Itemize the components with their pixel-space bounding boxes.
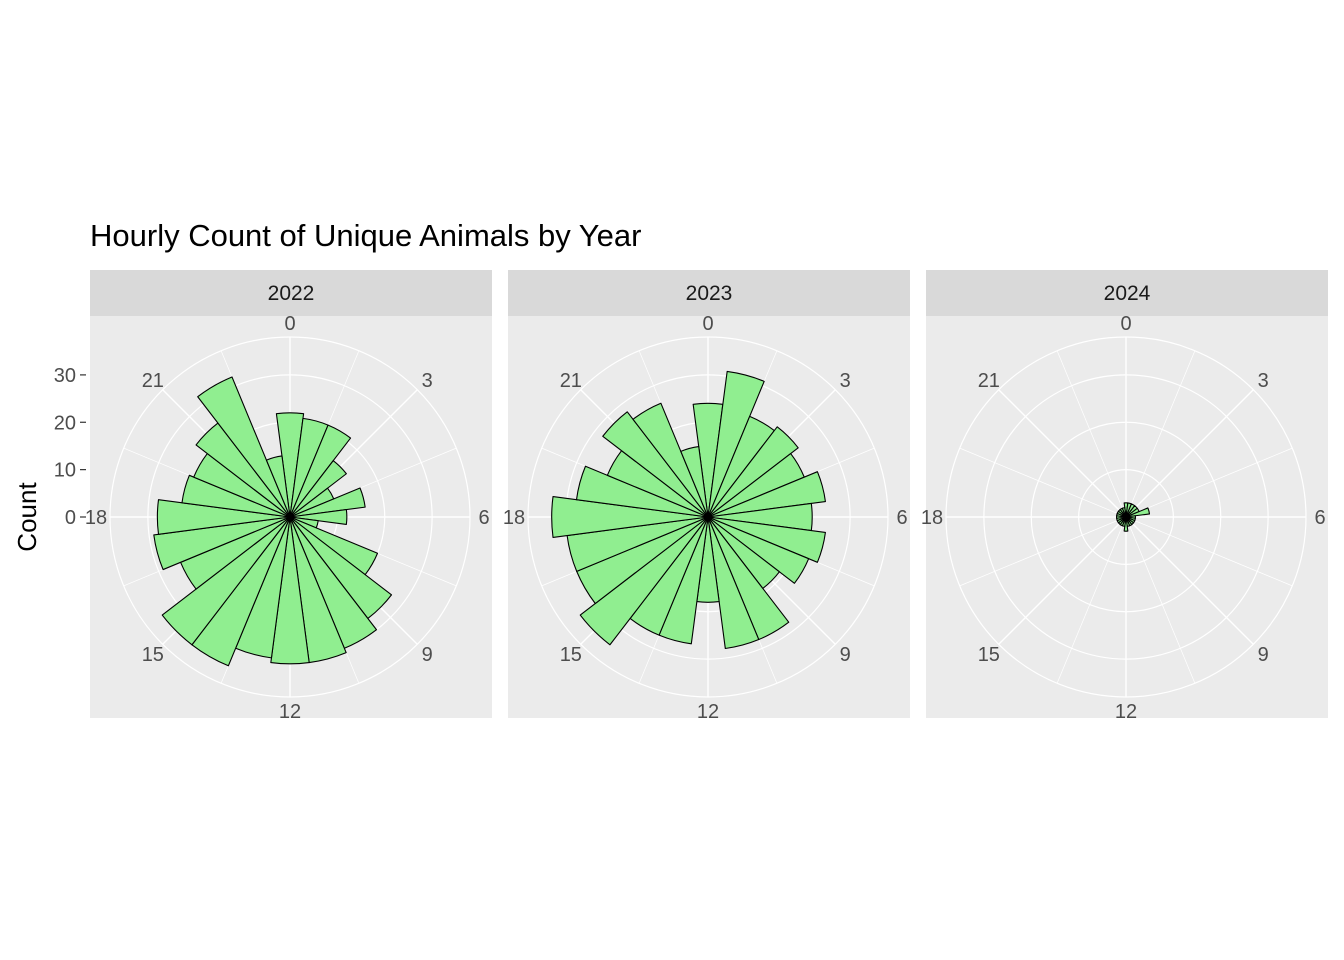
bar-2023-hour-18 <box>551 496 709 538</box>
bar-2022-hour-17 <box>153 516 291 571</box>
grid-spoke-minor <box>959 516 1127 587</box>
grid-spoke-major <box>998 389 1127 518</box>
hour-label-9: 9 <box>422 644 433 666</box>
hour-label-3: 3 <box>422 370 433 392</box>
hour-label-0: 0 <box>1120 313 1131 335</box>
grid-spoke-major <box>1125 389 1254 518</box>
hour-label-3: 3 <box>840 370 851 392</box>
bar-2023-hour-5 <box>707 471 826 518</box>
bar-2023-hour-1 <box>707 370 765 518</box>
bar-2022-hour-22 <box>197 376 291 518</box>
bar-2023-hour-8 <box>707 516 810 584</box>
grid-spoke-minor <box>1125 447 1293 518</box>
hour-label-0: 0 <box>284 313 295 335</box>
bar-2024-hour-12 <box>1123 516 1129 532</box>
facet-strip-label-2024: 2024 <box>1104 282 1151 305</box>
hour-label-15: 15 <box>142 644 164 666</box>
facet-strip-label-2022: 2022 <box>268 282 315 305</box>
grid-spoke-major <box>998 516 1127 645</box>
hour-label-6: 6 <box>478 507 489 529</box>
hour-label-18: 18 <box>921 507 943 529</box>
bar-2022-hour-2 <box>289 424 352 518</box>
y-tick-label-10: 10 <box>54 460 76 482</box>
hour-label-9: 9 <box>840 644 851 666</box>
bar-2022-hour-3 <box>289 460 347 518</box>
hour-label-15: 15 <box>978 644 1000 666</box>
hour-label-9: 9 <box>1258 644 1269 666</box>
facet-strip-2022 <box>90 270 492 316</box>
bar-2022-hour-0 <box>275 412 305 518</box>
hour-label-12: 12 <box>279 701 301 723</box>
bar-2024-hour-23 <box>1121 507 1127 518</box>
hour-label-18: 18 <box>85 507 107 529</box>
facet-strip-2023 <box>508 270 910 316</box>
bar-2023-hour-22 <box>632 402 709 518</box>
bar-2022-hour-5 <box>289 487 366 518</box>
hour-label-21: 21 <box>142 370 164 392</box>
bar-2023-hour-3 <box>707 426 799 518</box>
bar-2023-hour-15 <box>579 516 709 646</box>
hour-label-0: 0 <box>702 313 713 335</box>
hour-label-12: 12 <box>697 701 719 723</box>
bar-2022-hour-18 <box>156 499 291 535</box>
grid-spoke-major <box>1125 516 1254 645</box>
facet-strip-2024 <box>926 270 1328 316</box>
bar-2022-hour-12 <box>270 516 310 665</box>
bar-2022-hour-15 <box>161 516 291 646</box>
bar-2023-hour-11 <box>707 516 760 650</box>
bar-2023-hour-21 <box>602 411 709 518</box>
hour-label-15: 15 <box>560 644 582 666</box>
hour-label-21: 21 <box>978 370 1000 392</box>
grid-spoke-minor <box>1056 350 1127 518</box>
facet-strip-label-2023: 2023 <box>686 282 733 305</box>
y-tick-label-20: 20 <box>54 412 76 434</box>
grid-spoke-minor <box>1125 350 1196 518</box>
bar-2023-hour-7 <box>707 516 826 563</box>
hour-label-6: 6 <box>1314 507 1325 529</box>
bar-2023-hour-19 <box>575 465 709 518</box>
bar-2024-hour-5 <box>1125 507 1151 518</box>
bar-2023-hour-23 <box>680 446 709 518</box>
hour-label-3: 3 <box>1258 370 1269 392</box>
chart-title: Hourly Count of Unique Animals by Year <box>90 218 642 253</box>
grid-spoke-minor <box>959 447 1127 518</box>
y-tick-label-0: 0 <box>65 507 76 529</box>
bar-2022-hour-6 <box>289 509 348 525</box>
hour-label-6: 6 <box>896 507 907 529</box>
y-axis-title: Count <box>12 482 42 552</box>
bar-2022-hour-19 <box>181 474 291 518</box>
bar-2022-hour-23 <box>265 455 291 518</box>
grid-spoke-minor <box>1056 516 1127 684</box>
grid-spoke-minor <box>1125 516 1293 587</box>
hour-label-12: 12 <box>1115 701 1137 723</box>
hour-label-21: 21 <box>560 370 582 392</box>
grid-spoke-minor <box>1125 516 1196 684</box>
y-tick-label-30: 30 <box>54 365 76 387</box>
hour-label-18: 18 <box>503 507 525 529</box>
